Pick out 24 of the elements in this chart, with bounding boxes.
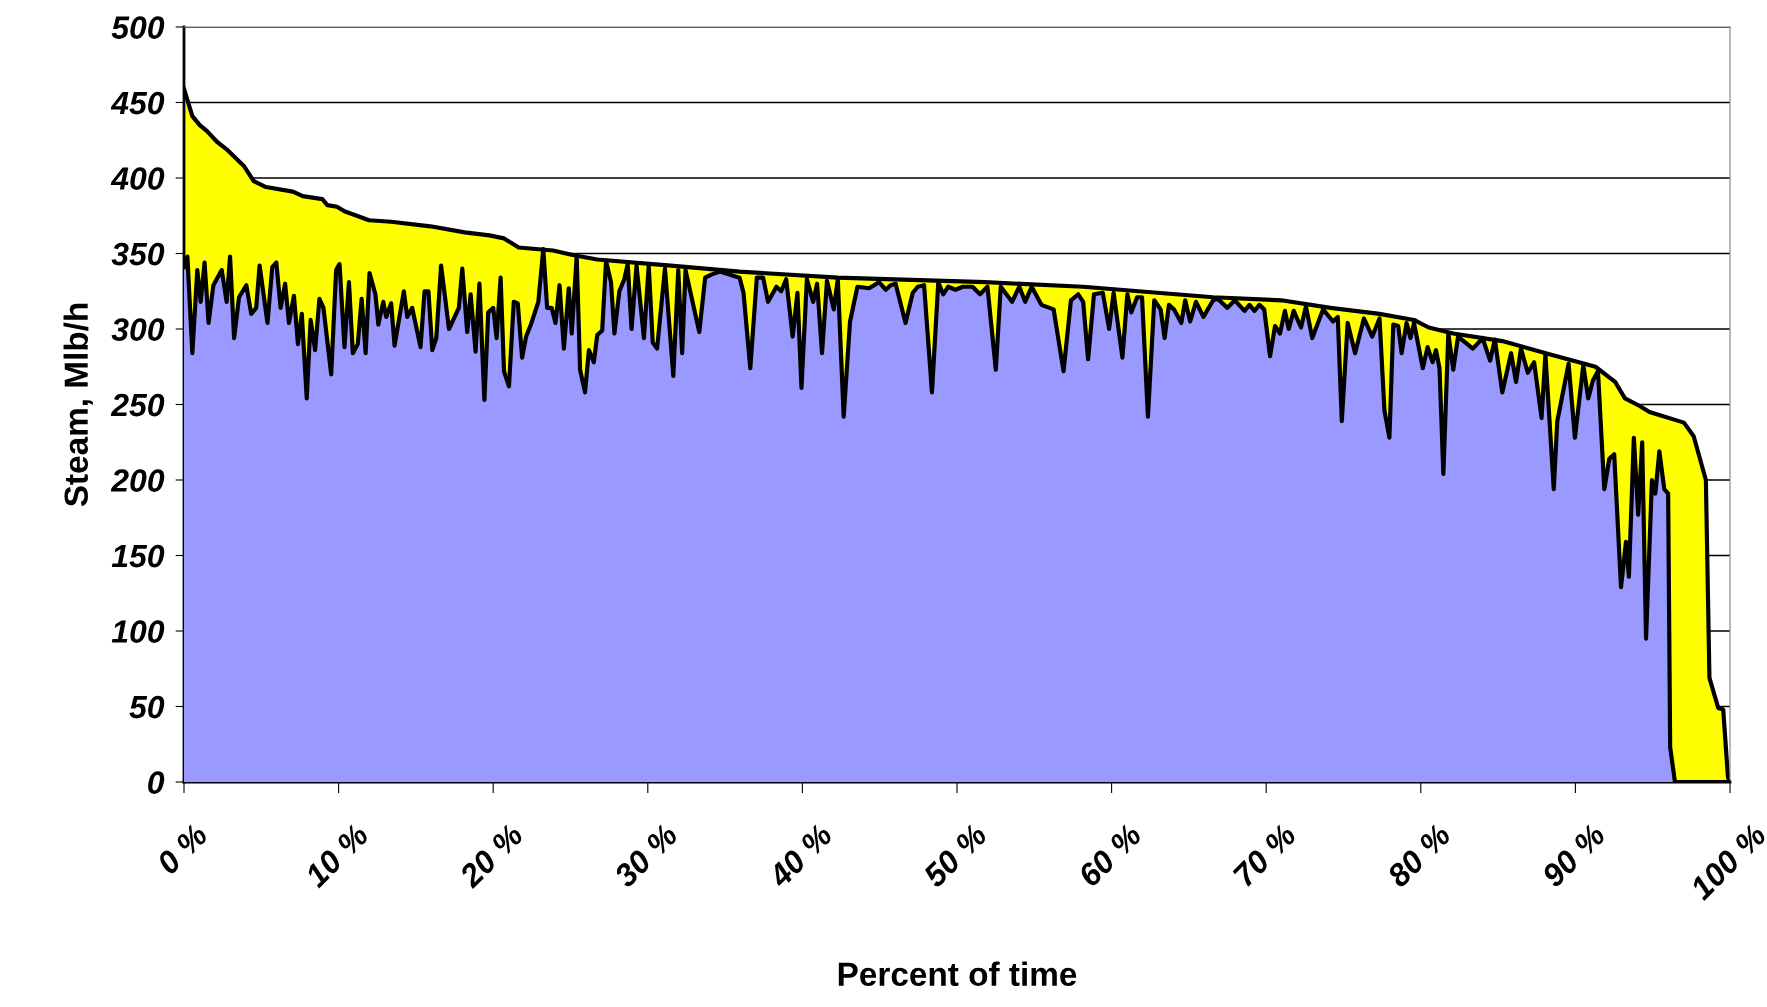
- y-tick-label: 200: [110, 469, 165, 492]
- x-axis-title: Percent of time: [838, 961, 1077, 987]
- x-tick-label: 0 %: [155, 822, 209, 876]
- x-tick-label: 30 %: [612, 822, 679, 889]
- y-tick-label: 150: [111, 544, 165, 568]
- x-tick-label: 60 %: [1076, 822, 1143, 888]
- x-tick-label: 10 %: [303, 822, 370, 889]
- y-tick-label: 50: [129, 695, 165, 719]
- x-tick-label: 50 %: [921, 822, 989, 889]
- y-tick-label: 0: [148, 771, 165, 794]
- y-tick-label: 100: [111, 620, 165, 643]
- y-tick-label: 250: [110, 393, 165, 417]
- x-tick-label: 70 %: [1232, 822, 1298, 888]
- x-tick-label: 90 %: [1540, 822, 1607, 889]
- x-tick-label: 40 %: [766, 822, 834, 890]
- x-tick-label: 100 %: [1688, 822, 1767, 902]
- y-tick-label: 300: [111, 318, 165, 341]
- y-tick-label: 450: [110, 91, 165, 115]
- y-tick-label: 500: [111, 16, 165, 39]
- y-tick-label: 350: [111, 242, 165, 266]
- y-tick-label: 400: [110, 167, 165, 190]
- x-tick-label: 20 %: [457, 822, 525, 890]
- x-tick-label: 80 %: [1385, 822, 1452, 889]
- y-axis-title: Steam, Mlb/h: [63, 303, 93, 507]
